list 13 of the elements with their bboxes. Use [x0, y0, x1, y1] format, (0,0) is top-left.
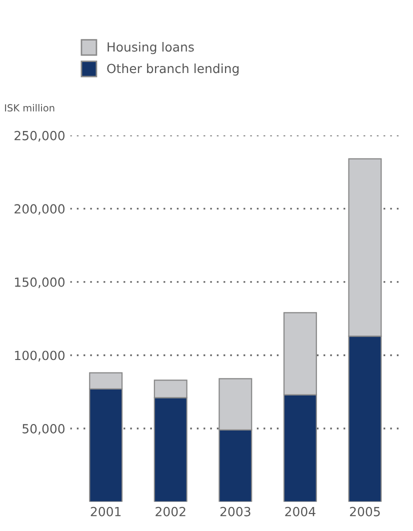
y-tick-label: 100,000: [15, 350, 65, 362]
y-tick-label: 250,000: [14, 130, 65, 142]
x-tick-label: 2002: [156, 506, 186, 516]
x-tick-label: 2005: [350, 506, 380, 516]
y-tick-label: 150,000: [15, 277, 65, 288]
x-tick-label: 2001: [90, 506, 121, 516]
y-tick-label: 200,000: [14, 204, 65, 215]
y-axis-title: ISK million: [5, 104, 54, 112]
legend-label: Other branch lending: [107, 64, 239, 76]
x-tick-label: 2003: [220, 506, 250, 516]
y-tick-label: 50,000: [22, 424, 65, 435]
x-tick-label: 2004: [285, 506, 316, 516]
legend-label: Housing loans: [108, 42, 194, 54]
